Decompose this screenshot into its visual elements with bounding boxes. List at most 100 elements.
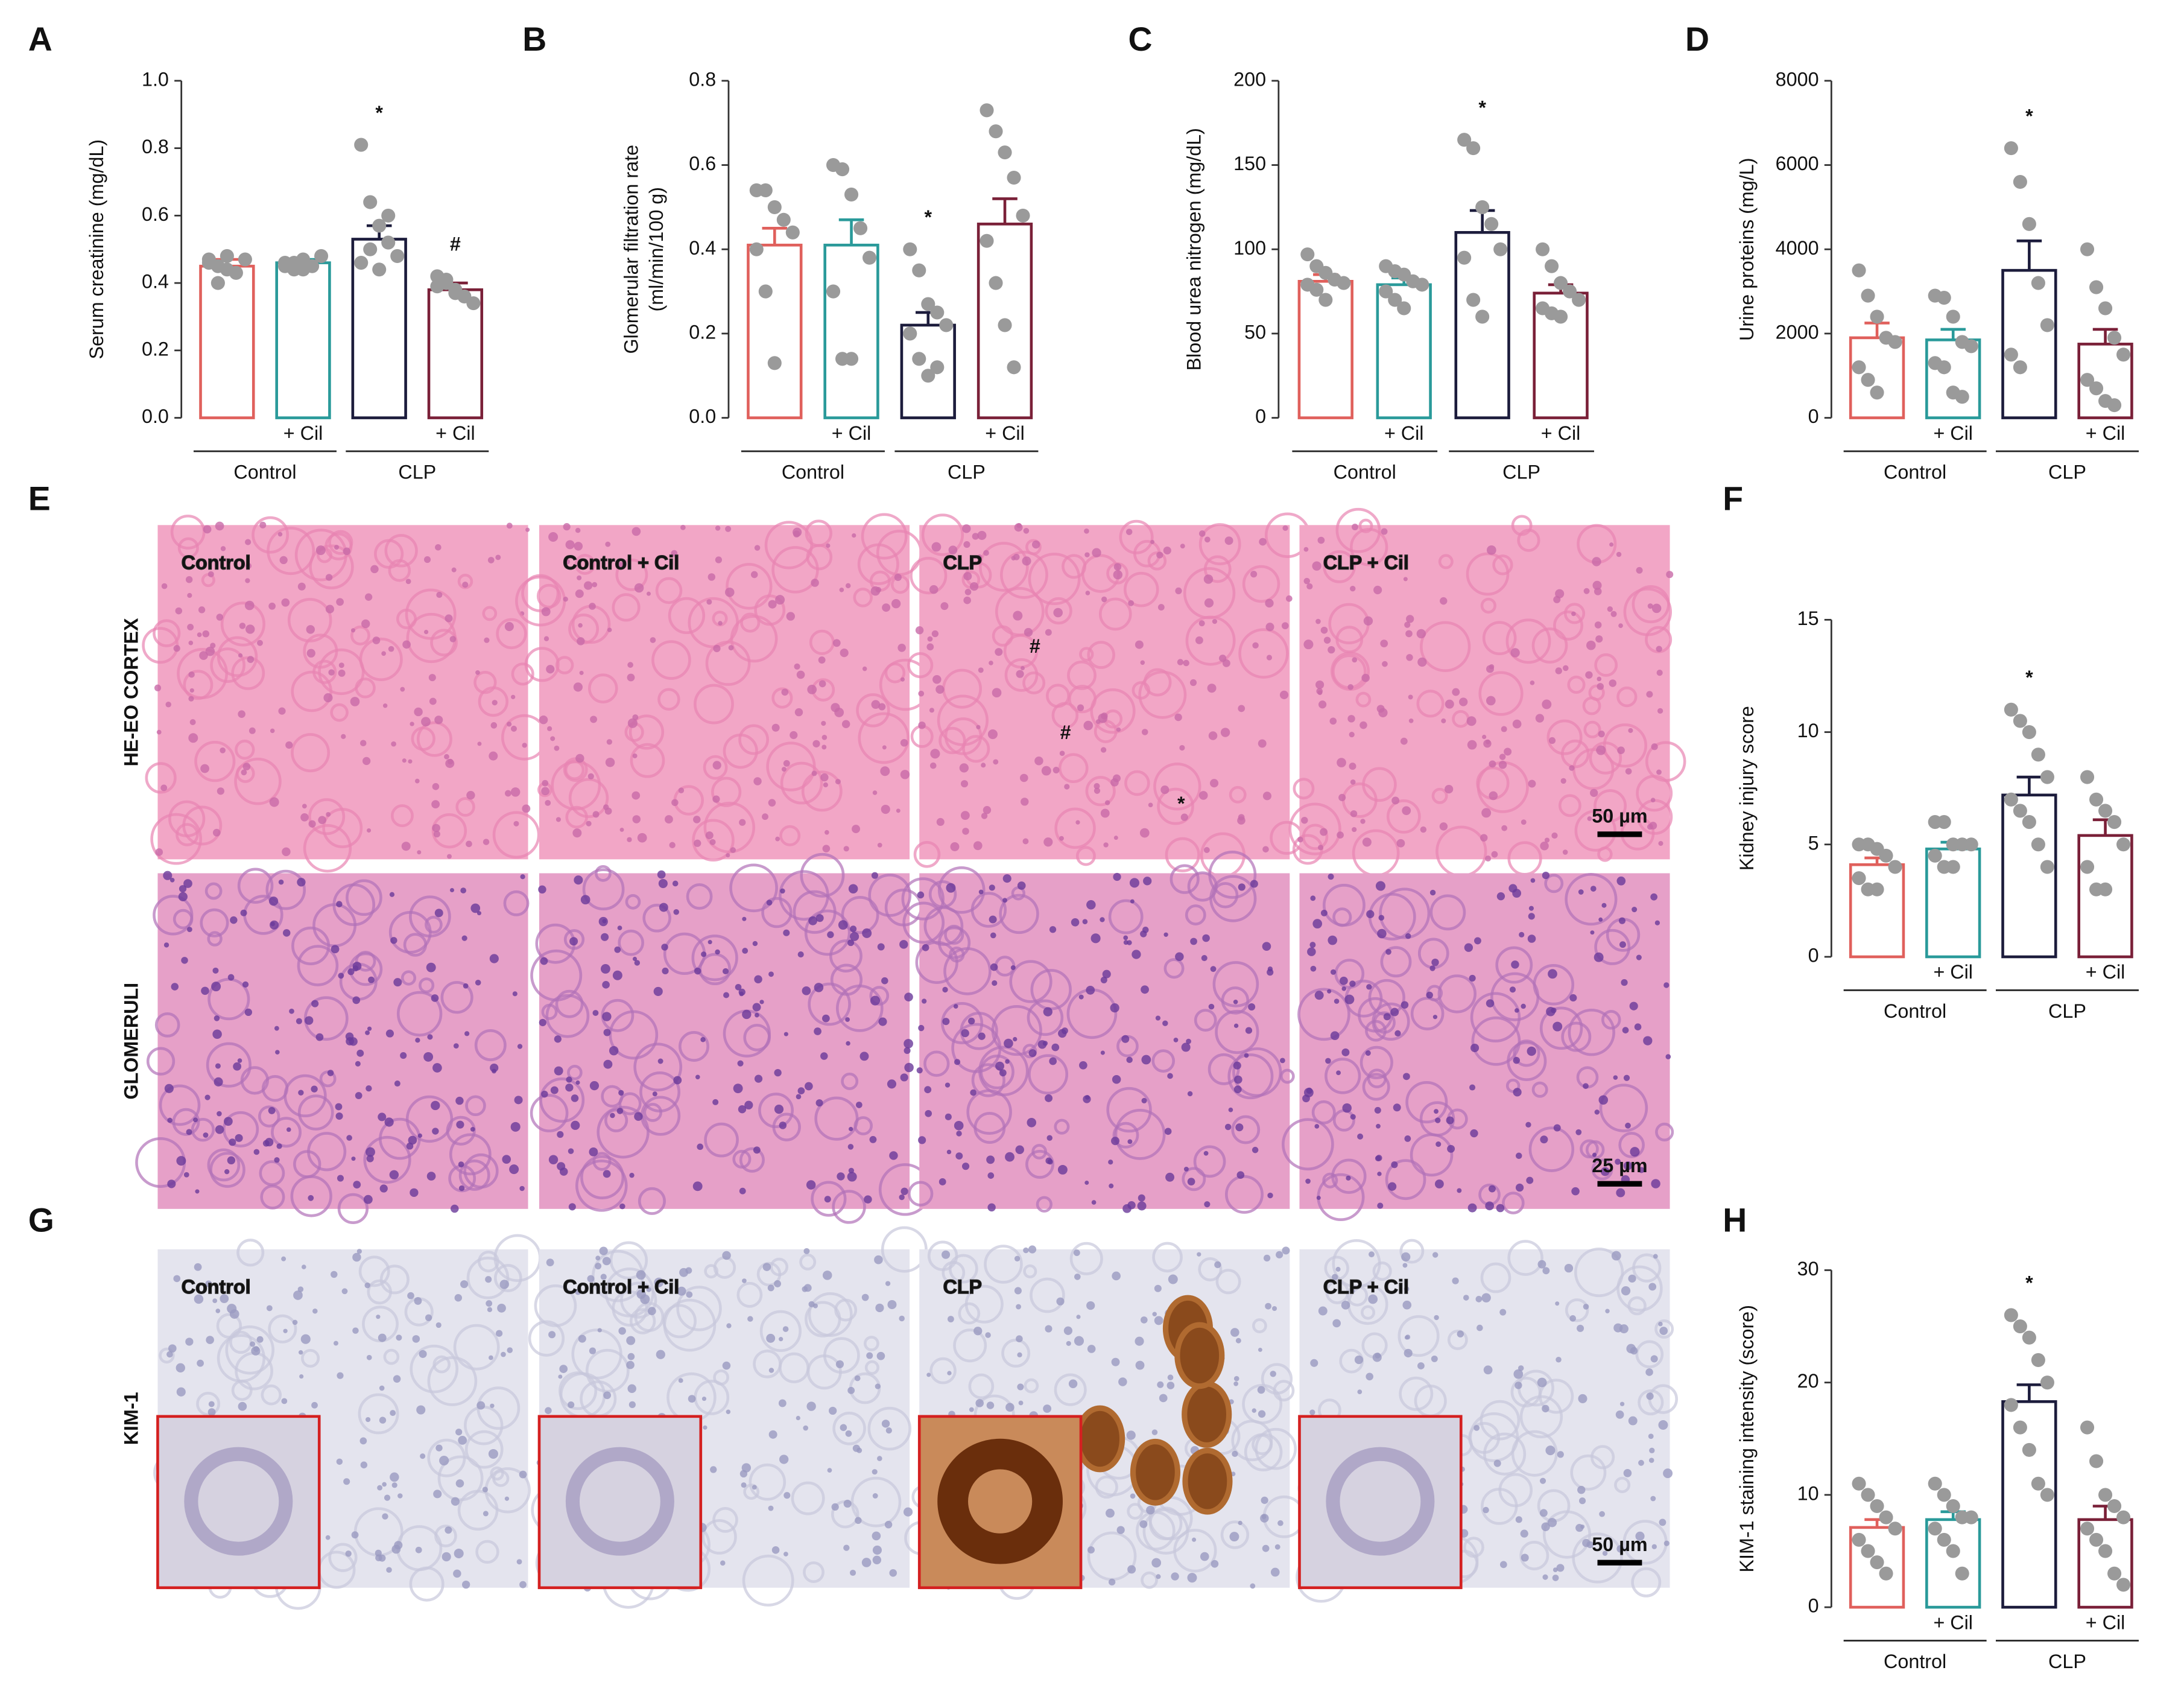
nucleus	[1509, 986, 1516, 993]
nucleus	[806, 1401, 816, 1411]
nucleus	[193, 1117, 198, 1123]
nucleus	[336, 598, 344, 606]
nucleus	[712, 795, 720, 803]
nucleus	[1583, 1304, 1589, 1310]
nucleus	[1016, 670, 1024, 678]
tissue-texture	[524, 647, 560, 682]
data-point	[930, 305, 945, 320]
nucleus	[415, 1546, 422, 1553]
nucleus	[1545, 1445, 1556, 1456]
nucleus	[439, 1455, 449, 1466]
nucleus	[1540, 1135, 1548, 1144]
nucleus	[1486, 696, 1496, 706]
nucleus	[1578, 889, 1584, 895]
nucleus	[1439, 822, 1448, 831]
nucleus	[487, 1307, 493, 1312]
tissue-texture	[1635, 1340, 1664, 1369]
nucleus	[752, 1485, 757, 1490]
nucleus	[1135, 640, 1144, 649]
nucleus	[224, 1117, 233, 1126]
data-point	[1475, 200, 1490, 214]
nucleus	[578, 623, 583, 628]
data-point	[1337, 276, 1351, 290]
nucleus	[229, 1309, 239, 1319]
nucleus	[412, 1335, 420, 1343]
nucleus	[1201, 955, 1208, 962]
tissue-texture	[150, 813, 203, 865]
data-point	[2116, 1510, 2131, 1525]
nucleus	[741, 1482, 747, 1488]
nucleus	[546, 665, 555, 674]
tissue-texture	[301, 1348, 320, 1368]
nucleus	[634, 1112, 643, 1121]
nucleus	[811, 770, 817, 776]
nucleus	[548, 1331, 556, 1339]
data-point	[381, 235, 396, 250]
nucleus	[577, 637, 585, 646]
nucleus	[163, 871, 173, 880]
nucleus	[1635, 1531, 1645, 1541]
nucleus	[733, 1084, 743, 1094]
nucleus	[718, 621, 723, 626]
data-point	[2080, 1420, 2095, 1435]
nucleus	[1334, 998, 1340, 1004]
tissue-texture	[409, 1566, 445, 1602]
nucleus	[1266, 655, 1273, 661]
nucleus	[1452, 688, 1460, 696]
nucleus	[1406, 615, 1414, 623]
data-point	[980, 103, 994, 118]
nucleus	[963, 541, 970, 548]
nucleus	[1198, 791, 1208, 800]
tissue-texture	[780, 761, 823, 805]
tissue-texture	[172, 1108, 200, 1136]
nucleus	[397, 1493, 403, 1499]
nucleus	[846, 1041, 850, 1046]
nucleus	[364, 593, 373, 601]
nucleus	[978, 667, 984, 673]
nucleus	[414, 1296, 422, 1305]
nucleus	[1431, 958, 1439, 966]
nucleus	[1314, 1124, 1320, 1129]
tissue-texture	[1495, 946, 1533, 984]
y-tick-label: 0.4	[689, 237, 716, 259]
data-point	[2116, 347, 2131, 362]
nucleus	[605, 541, 611, 547]
nucleus	[877, 1456, 882, 1461]
tissue-texture	[458, 1159, 490, 1191]
nucleus	[590, 715, 598, 723]
tissue-texture	[490, 1466, 504, 1481]
nucleus	[507, 1347, 513, 1353]
nucleus	[820, 773, 829, 782]
nucleus	[848, 1167, 855, 1174]
data-point	[2089, 381, 2104, 396]
nucleus	[1017, 1352, 1022, 1357]
tissue-texture	[1024, 1378, 1039, 1394]
nucleus	[877, 843, 882, 848]
nucleus	[600, 1274, 607, 1280]
tissue-texture	[225, 1325, 275, 1375]
tissue-texture	[732, 1149, 752, 1169]
tissue-texture	[1036, 1196, 1052, 1213]
tissue-texture	[551, 760, 601, 811]
nucleus	[176, 1387, 186, 1397]
nucleus	[762, 813, 768, 820]
nucleus	[390, 1472, 399, 1482]
nucleus	[282, 847, 291, 857]
tissue-texture	[1470, 992, 1521, 1042]
nucleus	[1577, 1485, 1586, 1494]
tissue-texture	[991, 1005, 1042, 1056]
nucleus	[869, 1135, 877, 1143]
nucleus	[1151, 1429, 1158, 1435]
nucleus	[762, 1263, 771, 1271]
nucleus	[571, 1094, 579, 1102]
nucleus	[1583, 1083, 1589, 1090]
nucleus	[960, 780, 969, 788]
nucleus	[407, 1292, 414, 1299]
y-axis-label: Glomerular filtration rate (ml/min/100 g)	[620, 145, 667, 354]
nucleus	[1013, 1036, 1018, 1042]
y-tick-label: 2000	[1776, 321, 1819, 343]
nucleus	[463, 983, 469, 989]
nucleus	[433, 1490, 442, 1499]
nucleus	[539, 1018, 546, 1027]
